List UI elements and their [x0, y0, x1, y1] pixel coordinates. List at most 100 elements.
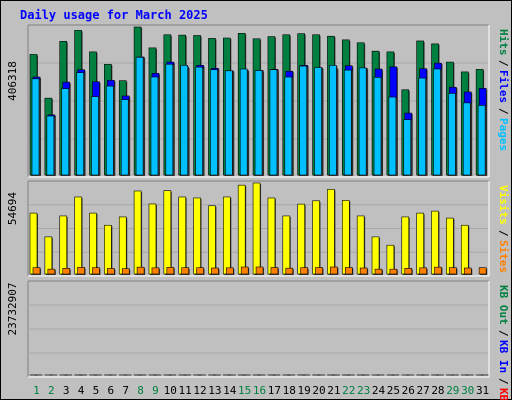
x-tick-label: 19: [297, 384, 310, 397]
panel-visits-sites-bar: [419, 267, 427, 275]
panel-hits-pages-bar: [180, 65, 189, 176]
x-tick-label: 21: [327, 384, 340, 397]
panel-hits-pages-bar: [254, 70, 263, 176]
x-tick-label: 5: [93, 384, 100, 397]
panel-visits-sites-bar: [121, 268, 130, 275]
panel-visits-visits-bar: [327, 189, 335, 275]
panel-hits-legend-separator: /: [497, 108, 510, 115]
panel-visits-sites-bar: [389, 268, 398, 275]
panel-visits-sites-bar: [211, 267, 219, 275]
panel-hits-legend-separator: /: [497, 60, 510, 67]
x-tick-label: 10: [164, 384, 177, 397]
panel-visits-visits-bar: [59, 215, 68, 275]
panel-visits-sites-bar: [77, 267, 85, 275]
panel-kb-legend-kb-in: KB In: [497, 340, 510, 373]
panel-visits-sites-bar: [463, 267, 472, 275]
panel-visits-sites-bar: [240, 266, 249, 275]
panel-visits-visits-bar: [148, 203, 157, 275]
panel-hits-pages-bar: [448, 93, 456, 176]
panel-hits-pages-bar: [403, 119, 412, 176]
panel-visits-visits-bar: [401, 216, 410, 275]
panel-visits-visits-bar: [74, 196, 82, 275]
panel-visits-visits-bar: [104, 224, 112, 275]
panel-visits-sites-bar: [107, 268, 115, 275]
panel-visits-sites-bar: [285, 267, 294, 275]
x-tick-label: 26: [402, 384, 415, 397]
panel-hits-pages-bar: [135, 57, 144, 176]
x-tick-label: 1: [33, 384, 40, 397]
panel-hits-legend-pages: Pages: [497, 118, 510, 151]
x-tick-label: 11: [179, 384, 192, 397]
x-tick-label: 13: [208, 384, 221, 397]
panel-hits-pages-bar: [373, 77, 382, 176]
x-tick-label: 29: [446, 384, 459, 397]
panel-visits-visits-bar: [118, 216, 127, 275]
x-tick-label: 2: [48, 384, 55, 397]
chart-title: Daily usage for March 2025: [20, 8, 208, 22]
panel-visits-sites-bar: [226, 267, 234, 275]
panel-visits-visits-bar: [371, 236, 380, 275]
panel-kb-legend-separator: /: [497, 378, 510, 385]
panel-visits-visits-bar: [312, 200, 320, 275]
panel-hits-pages-bar: [106, 85, 114, 176]
panel-visits-sites-bar: [478, 267, 487, 275]
panel-visits-sites-bar: [270, 267, 279, 275]
panel-visits-visits-bar: [163, 190, 172, 275]
panel-kb-legend-separator: /: [497, 330, 510, 337]
panel-visits-sites-bar: [92, 267, 100, 275]
panel-visits-sites-bar: [404, 268, 413, 275]
panel-visits-sites-bar: [255, 266, 264, 275]
x-tick-label: 18: [283, 384, 296, 397]
panel-visits-sites-bar: [449, 267, 457, 275]
panel-kb-legend-kb-out: KB Out: [497, 285, 510, 325]
panel-visits-sites-bar: [300, 267, 308, 275]
x-tick-label: 3: [63, 384, 70, 397]
x-tick-label: 20: [312, 384, 325, 397]
panel-hits-pages-bar: [284, 76, 293, 176]
panel-visits-visits-bar: [282, 215, 291, 275]
panel-visits-sites-bar: [330, 266, 338, 275]
panel-visits-visits-bar: [341, 200, 350, 275]
panel-hits-pages-bar: [150, 76, 159, 176]
panel-hits-pages-bar: [210, 69, 218, 176]
panel-hits-pages-bar: [433, 68, 441, 176]
x-tick-label: 8: [137, 384, 144, 397]
x-tick-label: 28: [431, 384, 444, 397]
panel-visits-visits-bar: [267, 197, 276, 275]
panel-hits-pages-bar: [388, 96, 397, 176]
x-tick-label: 15: [238, 384, 251, 397]
panel-hits-pages-bar: [31, 78, 40, 176]
panel-visits-sites-bar: [359, 267, 368, 275]
panel-visits-visits-bar: [208, 205, 216, 275]
panel-visits-sites-bar: [315, 267, 323, 275]
panel-visits-sites-bar: [47, 268, 56, 275]
panel-hits-legend-files: Files: [497, 70, 510, 103]
x-tick-label: 24: [372, 384, 386, 397]
x-tick-label: 9: [152, 384, 159, 397]
x-tick-label: 23: [357, 384, 370, 397]
panel-hits-pages-bar: [418, 77, 426, 176]
x-tick-label: 22: [342, 384, 355, 397]
panel-visits-visits-bar: [89, 212, 97, 275]
panel-visits-sites-bar: [181, 267, 190, 275]
panel-kb-legend-kb-f: KB F: [497, 388, 510, 400]
x-tick-label: 4: [78, 384, 85, 397]
x-tick-label: 31: [476, 384, 489, 397]
panel-visits-visits-bar: [44, 236, 53, 275]
panel-hits-pages-bar: [195, 66, 203, 176]
panel-hits-pages-bar: [477, 105, 486, 176]
panel-visits-sites-bar: [32, 267, 41, 275]
panel-hits-pages-bar: [358, 67, 367, 176]
panel-hits-pages-bar: [165, 63, 174, 176]
panel-visits-visits-bar: [416, 212, 424, 275]
panel-hits-pages-bar: [46, 115, 55, 176]
panel-visits-visits-bar: [431, 210, 439, 275]
panel-visits-sites-bar: [166, 267, 175, 275]
panel-visits-visits-bar: [356, 215, 365, 275]
panel-visits-sites-bar: [136, 266, 145, 275]
panel-visits-sites-bar: [374, 268, 383, 275]
panel-visits-visits-bar: [460, 224, 469, 275]
panel-hits-pages-bar: [225, 70, 233, 176]
panel-hits-pages-bar: [314, 67, 322, 176]
